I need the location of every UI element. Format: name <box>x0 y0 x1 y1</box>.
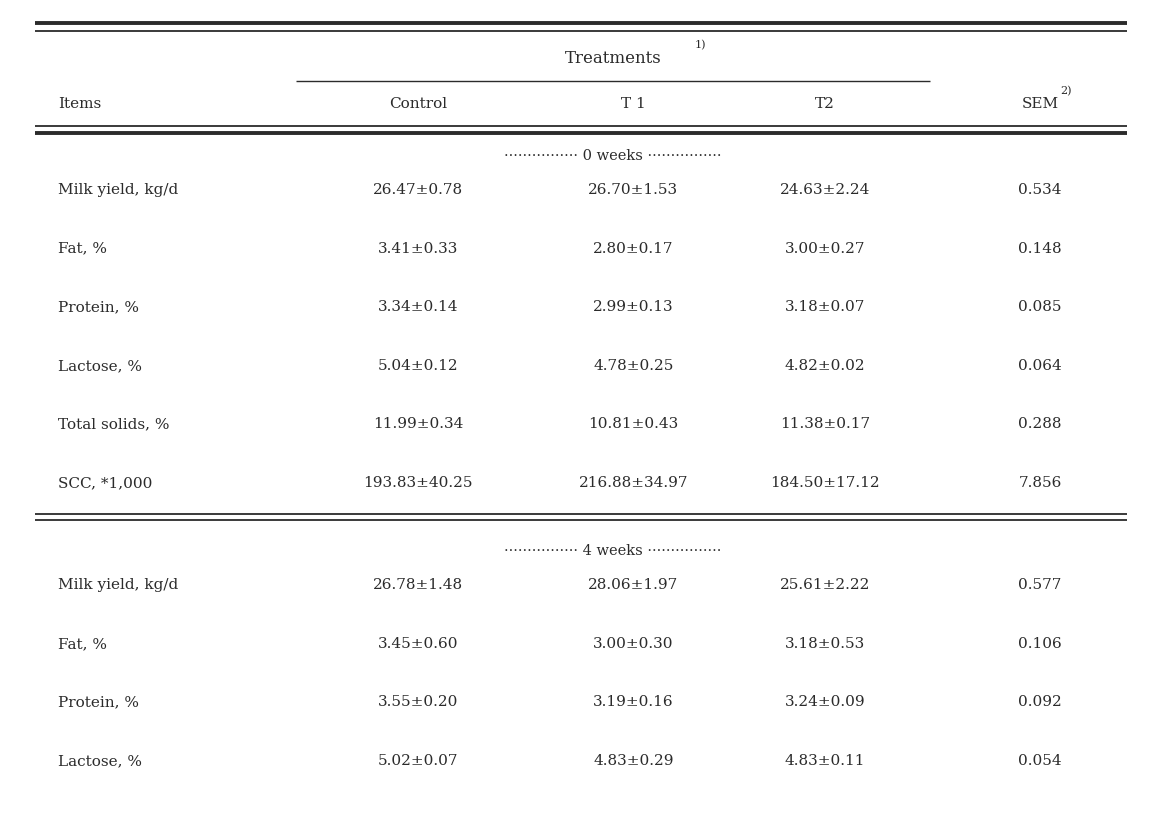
Text: 1): 1) <box>695 41 705 50</box>
Text: ················ 0 weeks ················: ················ 0 weeks ···············… <box>504 149 722 163</box>
Text: 0.288: 0.288 <box>1018 417 1062 432</box>
Text: 3.55±0.20: 3.55±0.20 <box>378 695 459 710</box>
Text: 0.534: 0.534 <box>1018 183 1062 198</box>
Text: Fat, %: Fat, % <box>58 637 107 651</box>
Text: Milk yield, kg/d: Milk yield, kg/d <box>58 578 178 593</box>
Text: Total solids, %: Total solids, % <box>58 417 170 432</box>
Text: 28.06±1.97: 28.06±1.97 <box>588 578 679 593</box>
Text: 0.577: 0.577 <box>1018 578 1062 593</box>
Text: 2): 2) <box>1060 86 1071 96</box>
Text: Protein, %: Protein, % <box>58 695 139 710</box>
Text: 24.63±2.24: 24.63±2.24 <box>780 183 870 198</box>
Text: 4.82±0.02: 4.82±0.02 <box>784 359 866 373</box>
Text: 3.34±0.14: 3.34±0.14 <box>378 300 459 315</box>
Text: 2.99±0.13: 2.99±0.13 <box>593 300 674 315</box>
Text: 0.106: 0.106 <box>1018 637 1062 651</box>
Text: 5.02±0.07: 5.02±0.07 <box>378 754 459 768</box>
Text: Control: Control <box>389 97 447 111</box>
Text: 3.00±0.27: 3.00±0.27 <box>784 241 866 256</box>
Text: 7.856: 7.856 <box>1018 476 1062 490</box>
Text: Milk yield, kg/d: Milk yield, kg/d <box>58 183 178 198</box>
Text: 0.092: 0.092 <box>1018 695 1062 710</box>
Text: Protein, %: Protein, % <box>58 300 139 315</box>
Text: 26.78±1.48: 26.78±1.48 <box>373 578 464 593</box>
Text: 11.99±0.34: 11.99±0.34 <box>373 417 464 432</box>
Text: SEM: SEM <box>1021 97 1059 111</box>
Text: 184.50±17.12: 184.50±17.12 <box>770 476 880 490</box>
Text: 2.80±0.17: 2.80±0.17 <box>593 241 674 256</box>
Text: 193.83±40.25: 193.83±40.25 <box>364 476 473 490</box>
Text: 4.83±0.29: 4.83±0.29 <box>593 754 674 768</box>
Text: Lactose, %: Lactose, % <box>58 754 142 768</box>
Text: T2: T2 <box>815 97 835 111</box>
Text: 26.70±1.53: 26.70±1.53 <box>588 183 679 198</box>
Text: 0.148: 0.148 <box>1018 241 1062 256</box>
Text: Fat, %: Fat, % <box>58 241 107 256</box>
Text: Items: Items <box>58 97 101 111</box>
Text: 0.054: 0.054 <box>1018 754 1062 768</box>
Text: 4.78±0.25: 4.78±0.25 <box>593 359 674 373</box>
Text: 3.18±0.07: 3.18±0.07 <box>784 300 866 315</box>
Text: 3.18±0.53: 3.18±0.53 <box>784 637 866 651</box>
Text: T 1: T 1 <box>621 97 646 111</box>
Text: 3.41±0.33: 3.41±0.33 <box>378 241 459 256</box>
Text: 3.00±0.30: 3.00±0.30 <box>593 637 674 651</box>
Text: 25.61±2.22: 25.61±2.22 <box>780 578 870 593</box>
Text: 10.81±0.43: 10.81±0.43 <box>588 417 679 432</box>
Text: SCC, *1,000: SCC, *1,000 <box>58 476 152 490</box>
Text: 3.24±0.09: 3.24±0.09 <box>784 695 866 710</box>
Text: 26.47±0.78: 26.47±0.78 <box>373 183 464 198</box>
Text: 4.83±0.11: 4.83±0.11 <box>784 754 866 768</box>
Text: 0.085: 0.085 <box>1018 300 1062 315</box>
Text: 11.38±0.17: 11.38±0.17 <box>780 417 870 432</box>
Text: 5.04±0.12: 5.04±0.12 <box>378 359 459 373</box>
Text: Treatments: Treatments <box>565 50 661 67</box>
Text: ················ 4 weeks ················: ················ 4 weeks ···············… <box>504 544 722 559</box>
Text: 0.064: 0.064 <box>1018 359 1062 373</box>
Text: 3.45±0.60: 3.45±0.60 <box>378 637 459 651</box>
Text: 3.19±0.16: 3.19±0.16 <box>593 695 674 710</box>
Text: Lactose, %: Lactose, % <box>58 359 142 373</box>
Text: 216.88±34.97: 216.88±34.97 <box>579 476 688 490</box>
